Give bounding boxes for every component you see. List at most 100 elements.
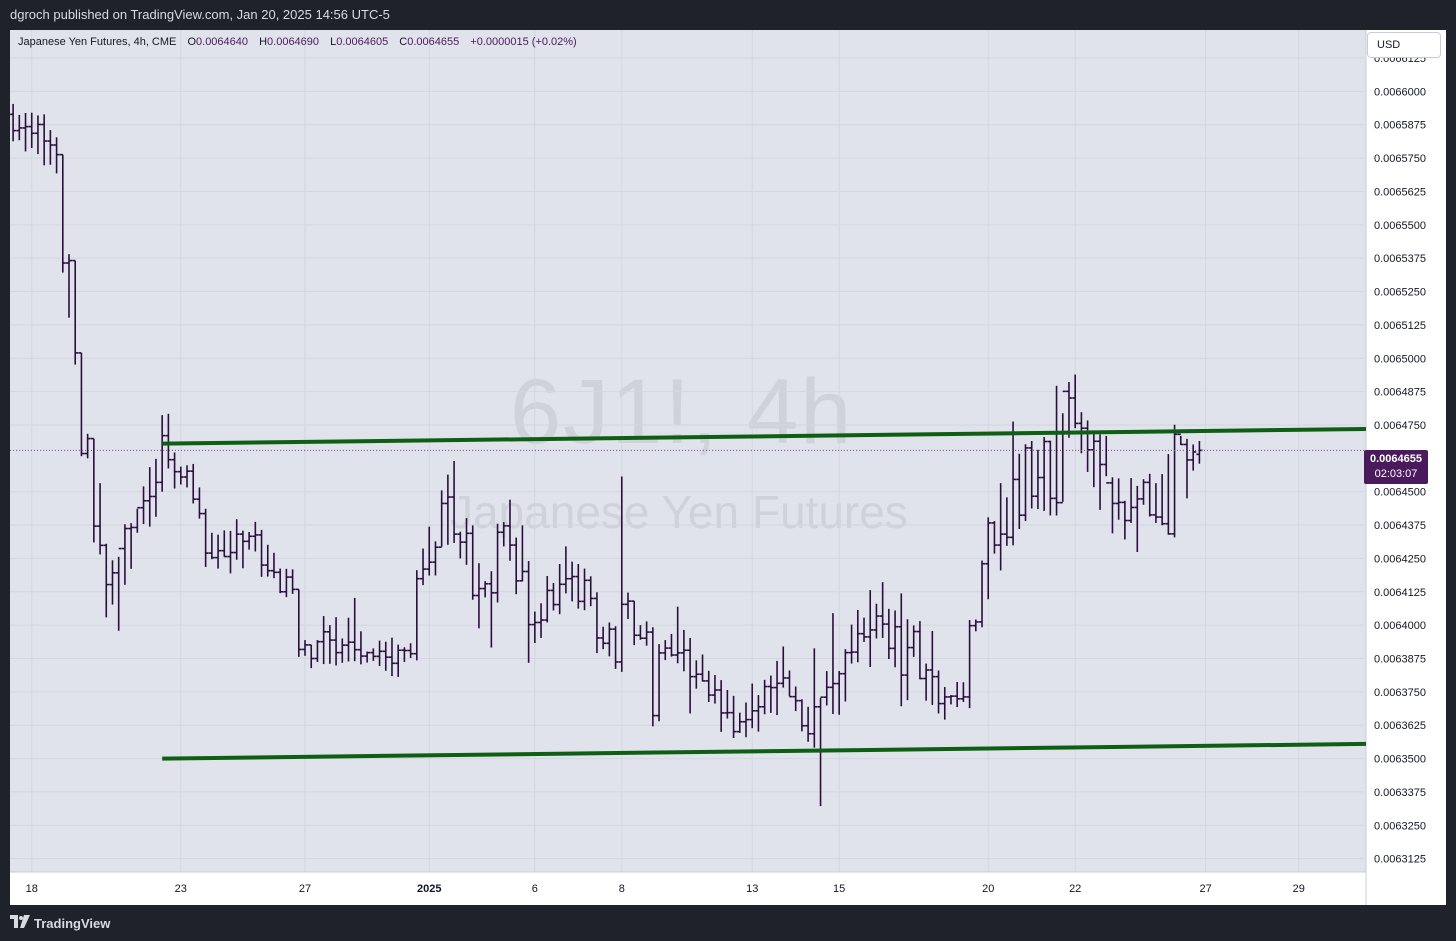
ohlc-bar <box>786 670 793 698</box>
price-tick-label: 0.0063875 <box>1374 653 1426 665</box>
ohlc-bar <box>780 646 787 688</box>
ohlc-bar <box>724 689 731 719</box>
time-tick-label: 8 <box>619 883 625 895</box>
ohlc-bar <box>792 686 799 712</box>
time-tick-label: 27 <box>1199 883 1211 895</box>
trendline-resistance <box>162 426 1367 446</box>
ohlc-bar <box>674 606 681 664</box>
ohlc-bar <box>16 114 23 141</box>
ohlc-bar <box>556 564 563 615</box>
legend-high: 0.0064690 <box>267 36 320 48</box>
ohlc-bar <box>1146 473 1153 517</box>
price-tick-label: 0.0065875 <box>1374 120 1426 132</box>
price-tick-label: 0.0063375 <box>1374 787 1426 799</box>
ohlc-bar <box>1097 434 1104 510</box>
ohlc-bar <box>413 570 420 661</box>
time-tick-label: 22 <box>1069 883 1081 895</box>
footer-bar: TradingView <box>0 905 1456 941</box>
ohlc-bar <box>47 130 54 165</box>
chart-panel[interactable]: 6J1!, 4h Japanese Yen Futures 0.0066125 0… <box>10 30 1446 905</box>
ohlc-bar <box>699 654 706 682</box>
price-tick-label: 0.0064125 <box>1374 587 1426 599</box>
currency-button[interactable]: USD <box>1368 33 1440 57</box>
time-tick-label: 6 <box>532 883 538 895</box>
ohlc-bar <box>848 624 855 664</box>
ohlc-bar <box>581 568 588 611</box>
ohlc-bar <box>53 137 60 174</box>
ohlc-bar <box>538 603 545 638</box>
last-price-value: 0.0064655 <box>1370 453 1422 465</box>
ohlc-bar <box>972 619 979 632</box>
time-tick-label: 20 <box>982 883 994 895</box>
ohlc-bar <box>1171 424 1178 538</box>
ohlc-bar <box>208 532 215 560</box>
ohlc-bar <box>1059 390 1066 504</box>
ohlc-bar <box>233 519 240 560</box>
ohlc-bar <box>811 648 818 748</box>
ohlc-bar <box>544 576 551 623</box>
ohlc-bar <box>1016 453 1023 530</box>
ohlc-bar <box>28 112 35 148</box>
ohlc-bar <box>109 560 116 605</box>
ohlc-bar <box>550 582 557 611</box>
ohlc-bar <box>488 571 495 648</box>
ohlc-bar <box>513 537 520 595</box>
ohlc-bar <box>680 629 687 672</box>
legend-high-label: H <box>259 36 268 48</box>
price-tick-label: 0.0064875 <box>1374 387 1426 399</box>
ohlc-bar <box>668 633 675 657</box>
footer-brand: TradingView <box>34 916 111 931</box>
ohlc-bar <box>302 640 309 656</box>
ohlc-bar <box>34 115 41 155</box>
time-tick-label: 15 <box>833 883 845 895</box>
ohlc-bar <box>929 631 936 705</box>
ohlc-bar <box>1190 444 1197 471</box>
ohlc-bar <box>1196 440 1203 464</box>
ohlc-bar <box>774 660 781 716</box>
ohlc-bar <box>258 529 265 577</box>
ohlc-bar <box>500 522 507 547</box>
ohlc-bar <box>867 590 874 668</box>
ohlc-bar <box>252 521 259 552</box>
ohlc-bar <box>376 640 383 666</box>
price-chart[interactable]: 0.00661250.00660000.00658750.00657500.00… <box>10 30 1446 905</box>
price-tick-label: 0.0066000 <box>1374 86 1426 98</box>
ohlc-bar <box>1128 478 1135 523</box>
ohlc-bar <box>221 530 228 558</box>
ohlc-bar <box>165 413 172 469</box>
ohlc-bar <box>1103 435 1110 484</box>
ohlc-bar <box>836 671 843 715</box>
ohlc-bar <box>1034 449 1041 510</box>
ohlc-bar <box>215 534 222 569</box>
ohlc-bar <box>308 644 315 669</box>
ohlc-bar <box>798 699 805 732</box>
ohlc-bar <box>960 682 967 702</box>
ohlc-bar <box>618 476 625 672</box>
ohlc-bar <box>823 671 830 706</box>
ohlc-bar <box>463 518 470 565</box>
ohlc-bar <box>923 663 930 701</box>
price-tick-label: 0.0065625 <box>1374 186 1426 198</box>
ohlc-bar <box>1121 500 1128 540</box>
ohlc-bar <box>1134 485 1141 553</box>
ohlc-bar <box>749 683 756 729</box>
ohlc-bar <box>761 679 768 715</box>
legend-change: +0.0000015 (+0.02%) <box>470 36 577 48</box>
ohlc-bar <box>407 643 414 658</box>
ohlc-bar <box>854 609 861 663</box>
ohlc-bar <box>1183 438 1190 499</box>
ohlc-bar <box>90 437 97 543</box>
time-tick-label: 29 <box>1293 883 1305 895</box>
ohlc-bar <box>606 622 613 657</box>
watermark-ticker: 6J1!, 4h <box>510 361 854 463</box>
ohlc-bar <box>1109 477 1116 534</box>
ohlc-bar <box>1165 454 1172 535</box>
time-tick-label: 2025 <box>417 883 441 895</box>
ohlc-bar <box>873 603 880 639</box>
legend-symbol: Japanese Yen Futures, 4h, CME <box>18 36 177 48</box>
ohlc-bar <box>84 433 91 459</box>
ohlc-bar <box>767 675 774 713</box>
ohlc-bar <box>662 640 669 661</box>
ohlc-bar <box>121 524 128 585</box>
ohlc-bar <box>991 521 998 554</box>
